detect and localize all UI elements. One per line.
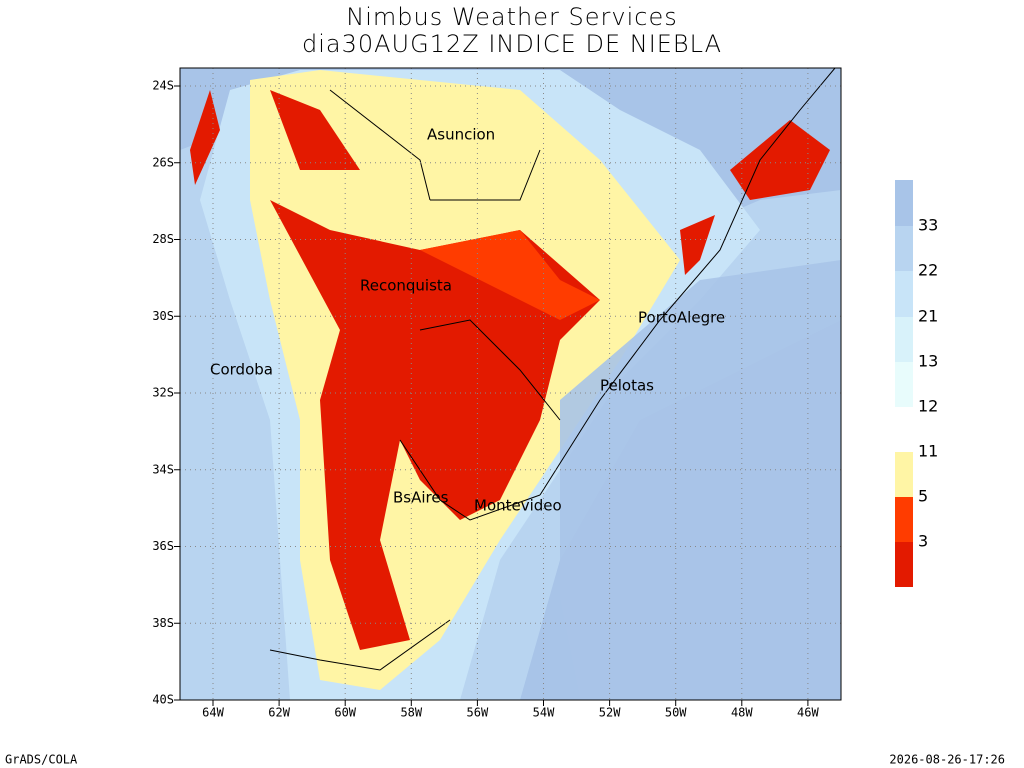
lon-label: 48W xyxy=(731,706,753,720)
lon-label: 56W xyxy=(467,706,489,720)
legend-label: 33 xyxy=(918,216,938,235)
legend-label: 22 xyxy=(918,261,938,280)
grid xyxy=(180,68,841,700)
lat-label: 36S xyxy=(152,539,174,553)
city-label: Pelotas xyxy=(600,377,654,395)
city-label: BsAires xyxy=(393,489,449,507)
lat-label: 30S xyxy=(152,309,174,323)
city-label: Montevideo xyxy=(474,497,562,515)
lon-label: 62W xyxy=(268,706,290,720)
lat-label: 28S xyxy=(152,232,174,246)
lat-label: 32S xyxy=(152,386,174,400)
lat-label: 26S xyxy=(152,155,174,169)
lon-label: 60W xyxy=(334,706,356,720)
lon-label: 54W xyxy=(533,706,555,720)
lon-label: 52W xyxy=(599,706,621,720)
lat-label: 38S xyxy=(152,616,174,630)
city-label: Asuncion xyxy=(427,126,495,144)
lat-label: 34S xyxy=(152,462,174,476)
lat-label: 40S xyxy=(152,693,174,707)
lat-label: 24S xyxy=(152,79,174,93)
field xyxy=(180,68,841,700)
legend-label: 12 xyxy=(918,397,938,416)
footer-right: 2026-08-26-17:26 xyxy=(889,753,1005,767)
map-frame xyxy=(179,67,842,701)
title: Nimbus Weather Services xyxy=(346,3,677,31)
lon-label: 50W xyxy=(665,706,687,720)
legend-label: 21 xyxy=(918,307,938,326)
legend-label: 13 xyxy=(918,352,938,371)
lon-label: 58W xyxy=(400,706,422,720)
city-label: Cordoba xyxy=(210,361,273,379)
city-label: PortoAlegre xyxy=(638,309,725,327)
legend-label: 3 xyxy=(918,532,928,551)
legend-label: 11 xyxy=(918,442,938,461)
footer-left: GrADS/COLA xyxy=(5,753,78,767)
colorbar xyxy=(895,180,913,587)
lon-label: 46W xyxy=(797,706,819,720)
lon-label: 64W xyxy=(202,706,224,720)
coastline xyxy=(269,68,836,671)
city-label: Reconquista xyxy=(360,277,452,295)
title: dia30AUG12Z INDICE DE NIEBLA xyxy=(302,30,722,58)
legend-label: 5 xyxy=(918,487,928,506)
